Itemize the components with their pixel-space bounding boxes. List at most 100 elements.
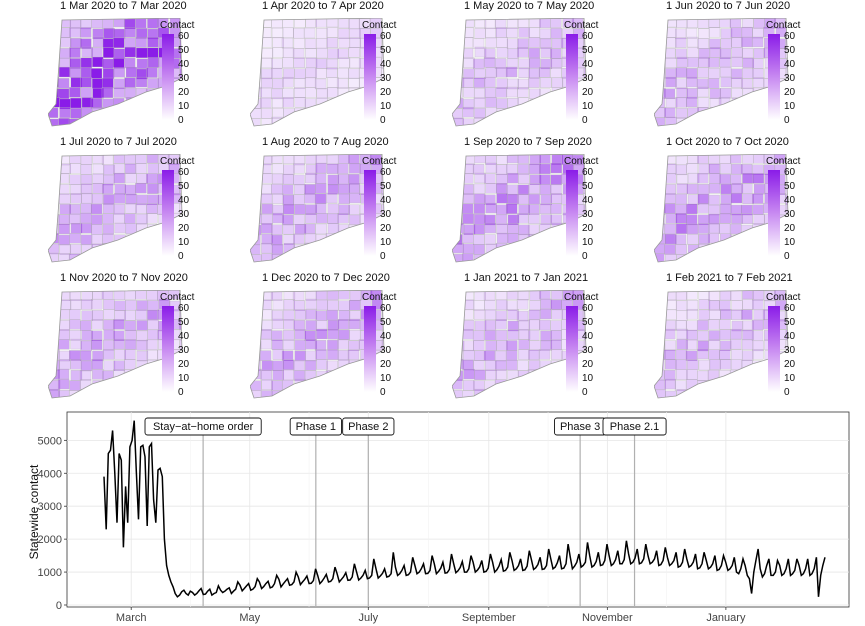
legend-tick-label: 30 [784,209,796,220]
legend-tick-label: 20 [582,359,594,370]
legend-tick-label: 20 [582,87,594,98]
panel-title: 1 Mar 2020 to 7 Mar 2020 [60,0,187,12]
legend-tick-label: 60 [380,31,392,42]
map-panel: 1 Feb 2021 to 7 Feb 2021 Contact 60 50 40 30 2… [606,272,806,402]
legend-tick-label: 30 [582,209,594,220]
y-tick-label: 3000 [38,501,62,513]
map-panel: 1 Nov 2020 to 7 Nov 2020 Contact 60 50 40 30 2… [0,272,200,402]
legend-tick-label: 50 [784,45,796,56]
annotation-text: Phase 3 [560,421,600,433]
legend-title: Contact [766,20,801,31]
annotation-label: Phase 2 [342,417,395,436]
annotation-box [144,417,262,436]
annotation-text: Phase 2 [348,421,388,433]
contact-legend: Contact 60 50 40 30 20 10 0 [564,156,604,266]
legend-tick-label: 20 [178,359,190,370]
panel-title: 1 Apr 2020 to 7 Apr 2020 [262,0,384,12]
panel-title: 1 Sep 2020 to 7 Sep 2020 [464,136,592,148]
legend-tick-label: 60 [178,303,190,314]
legend-tick-label: 60 [784,31,796,42]
panel-title: 1 Oct 2020 to 7 Oct 2020 [666,136,789,148]
legend-tick-label: 0 [178,387,184,398]
annotation-text: Stay−at−home order [153,421,254,433]
legend-tick-label: 30 [380,345,392,356]
legend-tick-label: 0 [380,251,386,262]
legend-title: Contact [160,156,195,167]
legend-tick-label: 60 [582,167,594,178]
annotation-box [289,417,342,436]
map-panel: 1 Jan 2021 to 7 Jan 2021 Contact 60 50 40 30 2… [404,272,604,402]
legend-tick-label: 0 [380,115,386,126]
x-tick-label: January [706,612,746,624]
legend-color-bar [364,170,376,256]
x-tick-label: March [116,612,147,624]
legend-color-bar [768,170,780,256]
legend-tick-label: 30 [178,73,190,84]
legend-tick-label: 0 [784,115,790,126]
legend-title: Contact [766,156,801,167]
legend-tick-label: 0 [178,115,184,126]
connecticut-town-map [48,18,183,127]
map-panel: 1 Jul 2020 to 7 Jul 2020 Contact 60 50 40 30 2… [0,136,200,266]
legend-tick-label: 40 [380,331,392,342]
legend-tick-label: 40 [582,59,594,70]
legend-tick-label: 20 [784,223,796,234]
legend-tick-label: 20 [582,223,594,234]
legend-tick-label: 40 [582,195,594,206]
legend-tick-label: 60 [380,303,392,314]
x-tick-label: November [582,612,633,624]
panel-title: 1 May 2020 to 7 May 2020 [464,0,595,12]
legend-tick-label: 30 [784,345,796,356]
legend-tick-label: 0 [380,387,386,398]
legend-tick-label: 20 [178,223,190,234]
legend-tick-label: 50 [178,45,190,56]
x-tick-label: May [239,612,260,624]
contact-legend: Contact 60 50 40 30 20 10 0 [362,156,402,266]
legend-tick-label: 30 [178,209,190,220]
legend-tick-label: 10 [582,373,594,384]
map-panel: 1 Aug 2020 to 7 Aug 2020 Contact 60 50 40 30 2… [202,136,402,266]
connecticut-town-map [452,290,587,399]
legend-color-bar [162,306,174,392]
contact-legend: Contact 60 50 40 30 20 10 0 [766,156,806,266]
connecticut-town-map [250,154,385,263]
legend-tick-label: 60 [582,303,594,314]
annotation-text: Phase 1 [296,421,336,433]
legend-tick-label: 0 [784,387,790,398]
legend-color-bar [566,306,578,392]
x-tick-label: July [359,612,379,624]
legend-tick-label: 20 [784,87,796,98]
legend-title: Contact [564,292,599,303]
y-tick-label: 4000 [38,468,62,480]
panel-title: 1 Nov 2020 to 7 Nov 2020 [60,272,188,284]
legend-tick-label: 50 [380,181,392,192]
connecticut-town-map [250,290,385,399]
plot-panel [66,411,850,608]
legend-tick-label: 10 [380,237,392,248]
legend-tick-label: 50 [178,181,190,192]
map-panel: 1 Oct 2020 to 7 Oct 2020 Contact 60 50 40 30 2… [606,136,806,266]
contact-legend: Contact 60 50 40 30 20 10 0 [160,20,200,130]
annotation-text: Phase 2.1 [610,421,660,433]
map-panel: 1 Dec 2020 to 7 Dec 2020 Contact 60 50 40 30 2… [202,272,402,402]
legend-tick-label: 20 [380,223,392,234]
legend-tick-label: 10 [178,373,190,384]
legend-tick-label: 0 [582,115,588,126]
legend-tick-label: 10 [380,373,392,384]
legend-tick-label: 50 [178,317,190,328]
legend-tick-label: 40 [380,195,392,206]
legend-tick-label: 40 [178,59,190,70]
map-panels-grid: 1 Mar 2020 to 7 Mar 2020 Contact 60 50 40 30 2… [0,0,806,402]
legend-tick-label: 30 [380,73,392,84]
legend-color-bar [566,170,578,256]
contact-legend: Contact 60 50 40 30 20 10 0 [564,20,604,130]
panel-title: 1 Aug 2020 to 7 Aug 2020 [262,136,389,148]
legend-tick-label: 20 [380,87,392,98]
legend-tick-label: 10 [178,101,190,112]
map-panel: 1 Apr 2020 to 7 Apr 2020 Contact 60 50 40 30 2… [202,0,402,130]
legend-color-bar [364,306,376,392]
legend-tick-label: 40 [582,331,594,342]
legend-color-bar [162,34,174,120]
legend-title: Contact [362,156,397,167]
map-panel: 1 Mar 2020 to 7 Mar 2020 Contact 60 50 40 30 2… [0,0,200,130]
